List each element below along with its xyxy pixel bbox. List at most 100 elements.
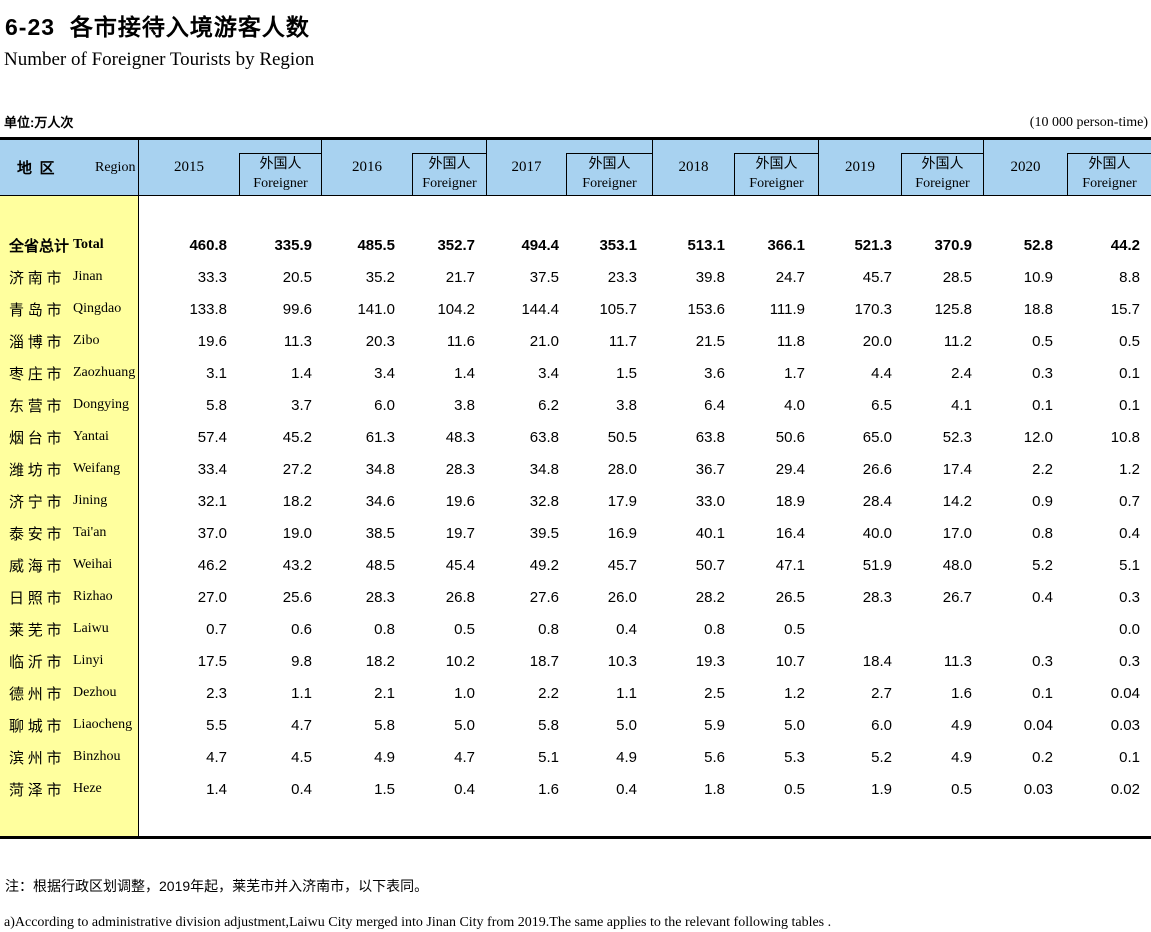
value-cell: 3.6 <box>704 364 725 382</box>
value-cell: 28.0 <box>607 460 637 478</box>
unit-row: 单位:万人次 (10 000 person-time) <box>4 112 1148 131</box>
value-cell: 366.1 <box>767 236 805 254</box>
value-cell: 6.4 <box>704 396 725 414</box>
region-cell: 枣 庄 市 Zaozhuang <box>0 357 139 389</box>
value-cell: 1.8 <box>704 780 725 798</box>
table-row: 菏 泽 市 Heze 1.4 0.4 1.5 0.4 1.6 0.4 1.8 0.5 1.9 0.… <box>0 773 1151 805</box>
value-cell: 18.9 <box>775 492 805 510</box>
year-header-cell: 2020 <box>1010 159 1041 175</box>
table-row: 济 宁 市 Jining 32.1 18.2 34.6 19.6 32.8 17.9 33.… <box>0 485 1151 517</box>
value-cell: 0.4 <box>1119 524 1140 542</box>
value-cell: 28.2 <box>695 588 725 606</box>
value-cell: 0.6 <box>291 620 312 638</box>
value-cell: 1.4 <box>291 364 312 382</box>
region-cell: 淄 博 市 Zibo <box>0 325 139 357</box>
value-cell: 11.7 <box>608 332 637 350</box>
value-cell: 33.3 <box>197 268 227 286</box>
value-cell: 0.5 <box>454 620 475 638</box>
value-cell: 34.6 <box>365 492 395 510</box>
value-cell: 1.1 <box>616 684 637 702</box>
value-cell: 19.6 <box>445 492 475 510</box>
region-label-en: Linyi <box>73 653 104 668</box>
value-cell: 0.5 <box>951 780 972 798</box>
value-cell: 5.8 <box>206 396 227 414</box>
value-cell: 63.8 <box>529 428 559 446</box>
value-cell: 0.4 <box>1032 588 1053 606</box>
region-label-en: Weifang <box>73 461 121 476</box>
value-cell: 0.8 <box>538 620 559 638</box>
value-cell: 63.8 <box>695 428 725 446</box>
value-cell: 48.3 <box>445 428 475 446</box>
value-cell: 0.5 <box>784 620 805 638</box>
region-label-en: Total <box>73 237 104 252</box>
value-cell: 25.6 <box>282 588 312 606</box>
value-cell: 3.4 <box>538 364 559 382</box>
region-label-cn: 济 宁 市 <box>9 494 62 511</box>
value-cell: 125.8 <box>934 300 972 318</box>
region-label-en: Jinan <box>73 269 103 284</box>
value-cell: 32.8 <box>529 492 559 510</box>
value-cell: 352.7 <box>437 236 475 254</box>
value-cell: 23.3 <box>607 268 637 286</box>
value-cell: 16.4 <box>775 524 805 542</box>
table-row: 聊 城 市 Liaocheng 5.5 4.7 5.8 5.0 5.8 5.0 5.9 5.0… <box>0 709 1151 741</box>
region-cell: 全省总计 Total <box>0 229 139 261</box>
value-cell: 5.8 <box>374 716 395 734</box>
value-cell: 0.3 <box>1032 364 1053 382</box>
year-groups: 2015 外国人 Foreigner 2016 外国人 Foreigner 20… <box>139 140 1151 196</box>
year-group: 2020 外国人 Foreigner <box>984 140 1151 196</box>
foreigner-header-cell: 外国人 Foreigner <box>239 153 321 196</box>
value-cell: 0.04 <box>1110 684 1140 702</box>
value-cell: 18.8 <box>1023 300 1053 318</box>
year-group: 2016 外国人 Foreigner <box>322 140 487 196</box>
region-header-label-en: Region <box>95 159 136 175</box>
table-row: 莱 芜 市 Laiwu 0.7 0.6 0.8 0.5 0.8 0.4 0.8 0.5 0.0 <box>0 613 1151 645</box>
region-label-en: Rizhao <box>73 589 113 604</box>
region-cell: 莱 芜 市 Laiwu <box>0 613 139 645</box>
region-cell: 济 南 市 Jinan <box>0 261 139 293</box>
foreigner-label-en: Foreigner <box>582 176 637 191</box>
region-label-en: Tai'an <box>73 525 107 540</box>
value-cell: 20.5 <box>282 268 312 286</box>
region-cell: 东 营 市 Dongying <box>0 389 139 421</box>
value-cell: 28.3 <box>445 460 475 478</box>
region-label-en: Laiwu <box>73 621 109 636</box>
value-cell: 3.7 <box>291 396 312 414</box>
value-cell: 37.5 <box>529 268 559 286</box>
value-cell: 0.2 <box>1032 748 1053 766</box>
value-cell: 0.4 <box>616 620 637 638</box>
value-cell: 51.9 <box>862 556 892 574</box>
region-cell: 潍 坊 市 Weifang <box>0 453 139 485</box>
value-cell: 5.1 <box>538 748 559 766</box>
value-cell: 8.8 <box>1119 268 1140 286</box>
value-cell: 26.7 <box>942 588 972 606</box>
value-cell: 18.2 <box>365 652 395 670</box>
value-cell: 12.0 <box>1023 428 1053 446</box>
value-cell: 45.7 <box>607 556 637 574</box>
value-cell: 6.0 <box>374 396 395 414</box>
region-column-filler <box>0 805 139 836</box>
region-label-cn: 济 南 市 <box>9 270 62 287</box>
region-label-cn: 泰 安 市 <box>9 526 62 543</box>
region-label-cn: 枣 庄 市 <box>9 366 62 383</box>
region-label-cn: 东 营 市 <box>9 398 62 415</box>
value-cell: 0.9 <box>1032 492 1053 510</box>
region-label-en: Qingdao <box>73 301 122 316</box>
value-cell: 133.8 <box>189 300 227 318</box>
value-cell: 0.8 <box>374 620 395 638</box>
value-cell: 5.8 <box>538 716 559 734</box>
region-cell: 日 照 市 Rizhao <box>0 581 139 613</box>
value-cell: 2.2 <box>538 684 559 702</box>
value-cell: 27.2 <box>282 460 312 478</box>
value-cell: 0.03 <box>1110 716 1140 734</box>
region-header-label-cn: 地 区 <box>17 161 55 177</box>
value-cell: 4.7 <box>291 716 312 734</box>
value-cell: 1.5 <box>616 364 637 382</box>
value-cell: 48.0 <box>942 556 972 574</box>
table-row: 泰 安 市 Tai'an 37.0 19.0 38.5 19.7 39.5 16.9 40.… <box>0 517 1151 549</box>
value-cell: 0.3 <box>1032 652 1053 670</box>
year-header-cell: 2016 <box>352 159 382 175</box>
value-cell: 460.8 <box>189 236 227 254</box>
value-cell: 370.9 <box>934 236 972 254</box>
value-cell: 61.3 <box>365 428 395 446</box>
